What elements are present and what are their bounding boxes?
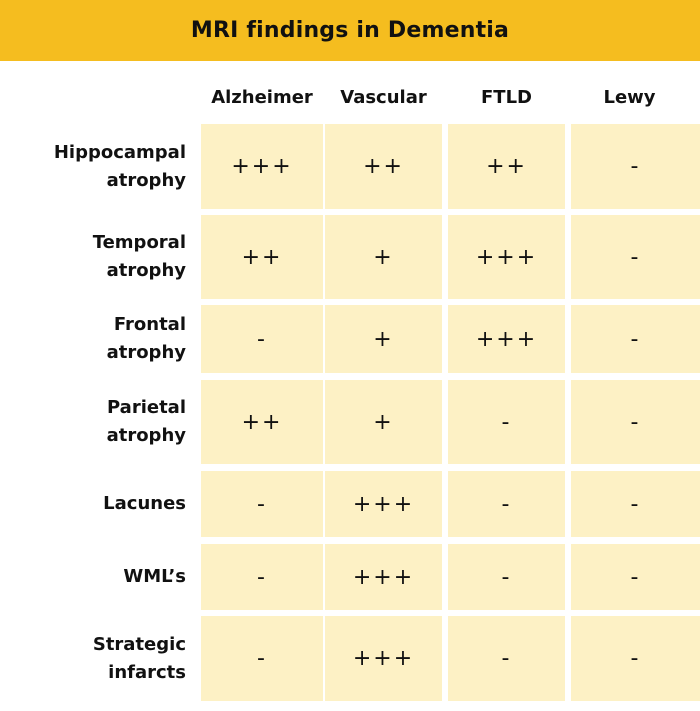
table-cell: + <box>325 305 442 373</box>
column-header-vascular: Vascular <box>340 86 427 108</box>
row-label-lacunes: Lacunes <box>103 493 186 514</box>
table-cell: ++ <box>201 215 323 299</box>
table-cell: ++ <box>201 380 323 464</box>
table-cell: - <box>448 616 565 701</box>
table-cell: - <box>201 616 323 701</box>
table-cell: - <box>201 544 323 610</box>
row-label-frontal-atrophy: Frontal atrophy <box>106 314 186 363</box>
table-cell: - <box>201 471 323 537</box>
table-cell: - <box>448 471 565 537</box>
table-cell: +++ <box>325 471 442 537</box>
column-header-lewy: Lewy <box>603 86 656 108</box>
table-cell: - <box>448 380 565 464</box>
table-cell: +++ <box>448 215 565 299</box>
table-cell: ++ <box>325 124 442 209</box>
title-bar: MRI findings in Dementia <box>0 0 700 61</box>
table-cell: ++ <box>448 124 565 209</box>
row-label-wmls: WML’s <box>123 566 186 587</box>
table-cell: +++ <box>325 544 442 610</box>
table-cell: - <box>571 305 700 373</box>
table-cell: - <box>571 215 700 299</box>
table-cell: +++ <box>448 305 565 373</box>
table-cell: + <box>325 380 442 464</box>
row-label-temporal-atrophy: Temporal atrophy <box>92 232 186 281</box>
table-cell: - <box>571 124 700 209</box>
table-cell: - <box>571 471 700 537</box>
row-label-strategic-infarcts: Strategic infarcts <box>92 633 186 683</box>
table-cell: - <box>571 544 700 610</box>
table-cell: +++ <box>325 616 442 701</box>
table-cell: - <box>571 380 700 464</box>
table-cell: +++ <box>201 124 323 209</box>
table-cell: + <box>325 215 442 299</box>
row-label-parietal-atrophy: Parietal atrophy <box>106 397 186 446</box>
page-title: MRI findings in Dementia <box>190 18 510 43</box>
column-header-ftld: FTLD <box>481 86 532 108</box>
row-label-hippocampal-atrophy: Hippocampal atrophy <box>53 141 186 191</box>
column-header-alzheimer: Alzheimer <box>211 86 313 108</box>
table-cell: - <box>201 305 323 373</box>
table-cell: - <box>448 544 565 610</box>
table-cell: - <box>571 616 700 701</box>
